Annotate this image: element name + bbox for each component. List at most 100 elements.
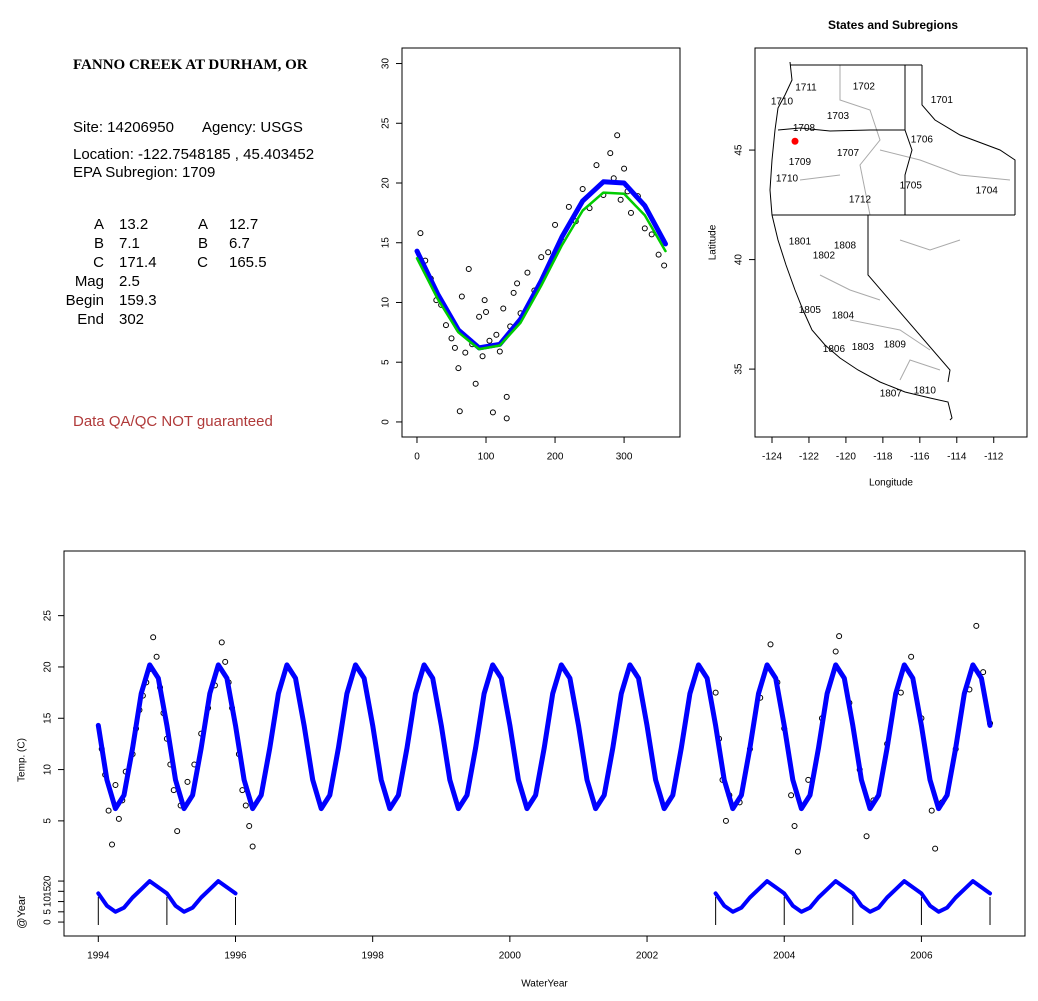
x-axis-label: Longitude [869, 478, 913, 489]
data-point [481, 297, 488, 304]
region-label: 1701 [931, 95, 954, 106]
data-point [908, 653, 915, 660]
data-point [486, 337, 493, 344]
data-point [246, 823, 253, 830]
x-tick-label: 100 [478, 452, 495, 463]
fit-line [95, 662, 993, 812]
data-point [218, 639, 225, 646]
data-point [222, 658, 229, 665]
param-name: A [197, 216, 208, 233]
param-name: C [197, 254, 208, 271]
data-point [836, 633, 843, 640]
data-point [500, 305, 507, 312]
data-point [451, 344, 458, 351]
y-tick-label: 40 [734, 254, 745, 266]
data-point [458, 293, 465, 300]
data-point [932, 845, 939, 852]
data-point [980, 669, 987, 676]
region-label: 1711 [795, 83, 817, 94]
data-point [105, 807, 112, 814]
x-tick-label: 2002 [636, 951, 659, 962]
data-point [614, 132, 621, 139]
region-label: 1809 [884, 340, 907, 351]
x-tick-label: -114 [947, 452, 967, 463]
param-value: 302 [119, 311, 145, 328]
location: Location: -122.7548185 , 45.403452 [73, 146, 315, 163]
data-point [510, 289, 517, 296]
region-label: 1806 [823, 344, 846, 355]
data-point [462, 349, 469, 356]
data-point [863, 833, 870, 840]
data-point [448, 335, 455, 342]
x-axis-label: WaterYear [521, 979, 568, 990]
region-label: 1807 [880, 389, 903, 400]
param-value: 12.7 [229, 216, 259, 233]
plot-frame [754, 47, 1028, 438]
y2-axis-label: @Year [16, 895, 28, 929]
data-point [479, 353, 486, 360]
fit-line [96, 879, 992, 914]
site-point [791, 137, 799, 145]
data-point [552, 221, 559, 228]
x-tick-label: -124 [762, 452, 782, 463]
data-point [503, 393, 510, 400]
y-tick-label: 20 [43, 661, 54, 673]
data-point [617, 196, 624, 203]
param-name: End [77, 311, 104, 328]
region-label: 1707 [837, 148, 860, 159]
site-title: FANNO CREEK AT DURHAM, OR [73, 57, 308, 73]
region-label: 1801 [789, 237, 812, 248]
x-tick-label: 2000 [499, 951, 522, 962]
x-tick-label: 1998 [362, 951, 385, 962]
y-tick-label: 15 [43, 712, 54, 724]
x-tick-label: 2006 [910, 951, 933, 962]
data-point [150, 634, 157, 641]
plot-frame [63, 550, 1026, 937]
data-point [112, 781, 119, 788]
region-label: 1710 [776, 174, 799, 185]
data-point [832, 648, 839, 655]
param-value: 2.5 [119, 273, 140, 290]
data-point [174, 828, 181, 835]
data-point [973, 622, 980, 629]
data-point [712, 689, 719, 696]
data-point [476, 313, 483, 320]
data-point [722, 817, 729, 824]
region-label: 1805 [799, 305, 822, 316]
data-point [503, 415, 510, 422]
data-point [607, 150, 614, 157]
y-tick-label: 25 [381, 117, 392, 129]
y-tick-label: 10 [43, 764, 54, 776]
y-tick-label: 5 [43, 909, 54, 915]
data-point [524, 269, 531, 276]
data-point [483, 309, 490, 316]
data-point [545, 249, 552, 256]
data-point [496, 348, 503, 355]
region-label: 1802 [813, 251, 836, 262]
x-tick-label: -112 [984, 452, 1004, 463]
data-point [928, 807, 935, 814]
y-tick-label: 35 [734, 363, 745, 375]
agency: Agency: USGS [202, 119, 303, 136]
param-value: 13.2 [119, 216, 149, 233]
data-point [627, 209, 634, 216]
fit-line [415, 191, 667, 351]
region-label: 1703 [827, 111, 850, 122]
x-tick-label: 200 [547, 452, 564, 463]
y-tick-label: 0 [381, 419, 392, 425]
data-point [794, 848, 801, 855]
x-tick-label: 0 [414, 452, 420, 463]
region-label: 1705 [900, 181, 923, 192]
y-tick-label: 25 [43, 610, 54, 622]
param-name: C [93, 254, 104, 271]
data-point [109, 841, 116, 848]
data-point [621, 165, 628, 172]
data-point [184, 778, 191, 785]
data-point [641, 225, 648, 232]
region-label: 1708 [793, 123, 816, 134]
x-tick-label: -120 [836, 452, 856, 463]
data-point [489, 409, 496, 416]
region-label: 1808 [834, 241, 857, 252]
data-point [579, 185, 586, 192]
